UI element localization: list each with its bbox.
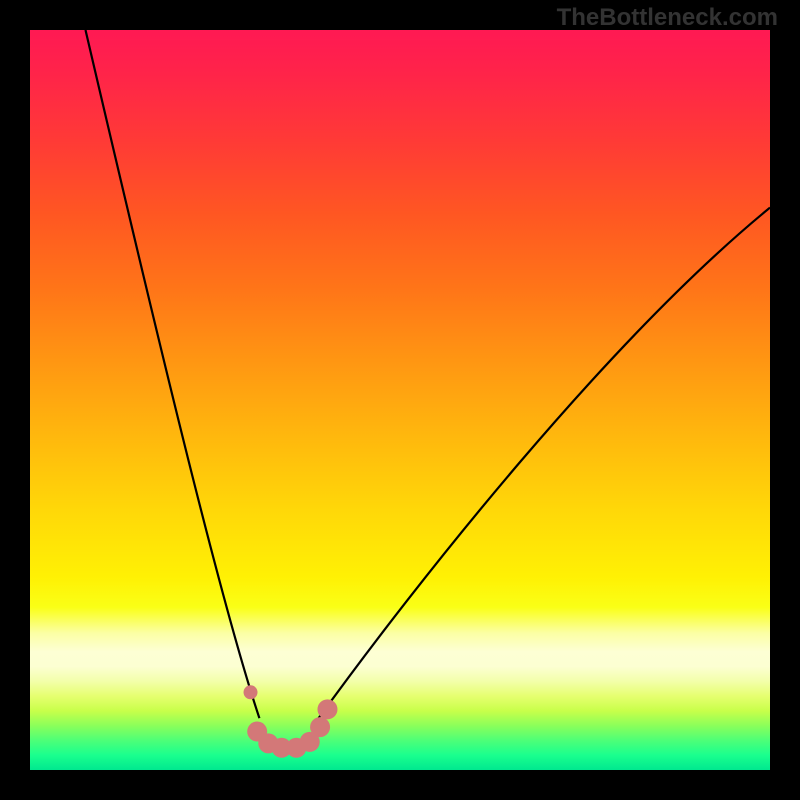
marker-bottom-6 — [317, 699, 337, 719]
watermark-text: TheBottleneck.com — [557, 4, 778, 32]
marker-bottom-5 — [310, 717, 330, 737]
bottleneck-curve-chart — [30, 30, 770, 770]
chart-frame: TheBottleneck.com — [0, 0, 800, 800]
gradient-background — [30, 30, 770, 770]
marker-upper — [244, 685, 258, 699]
